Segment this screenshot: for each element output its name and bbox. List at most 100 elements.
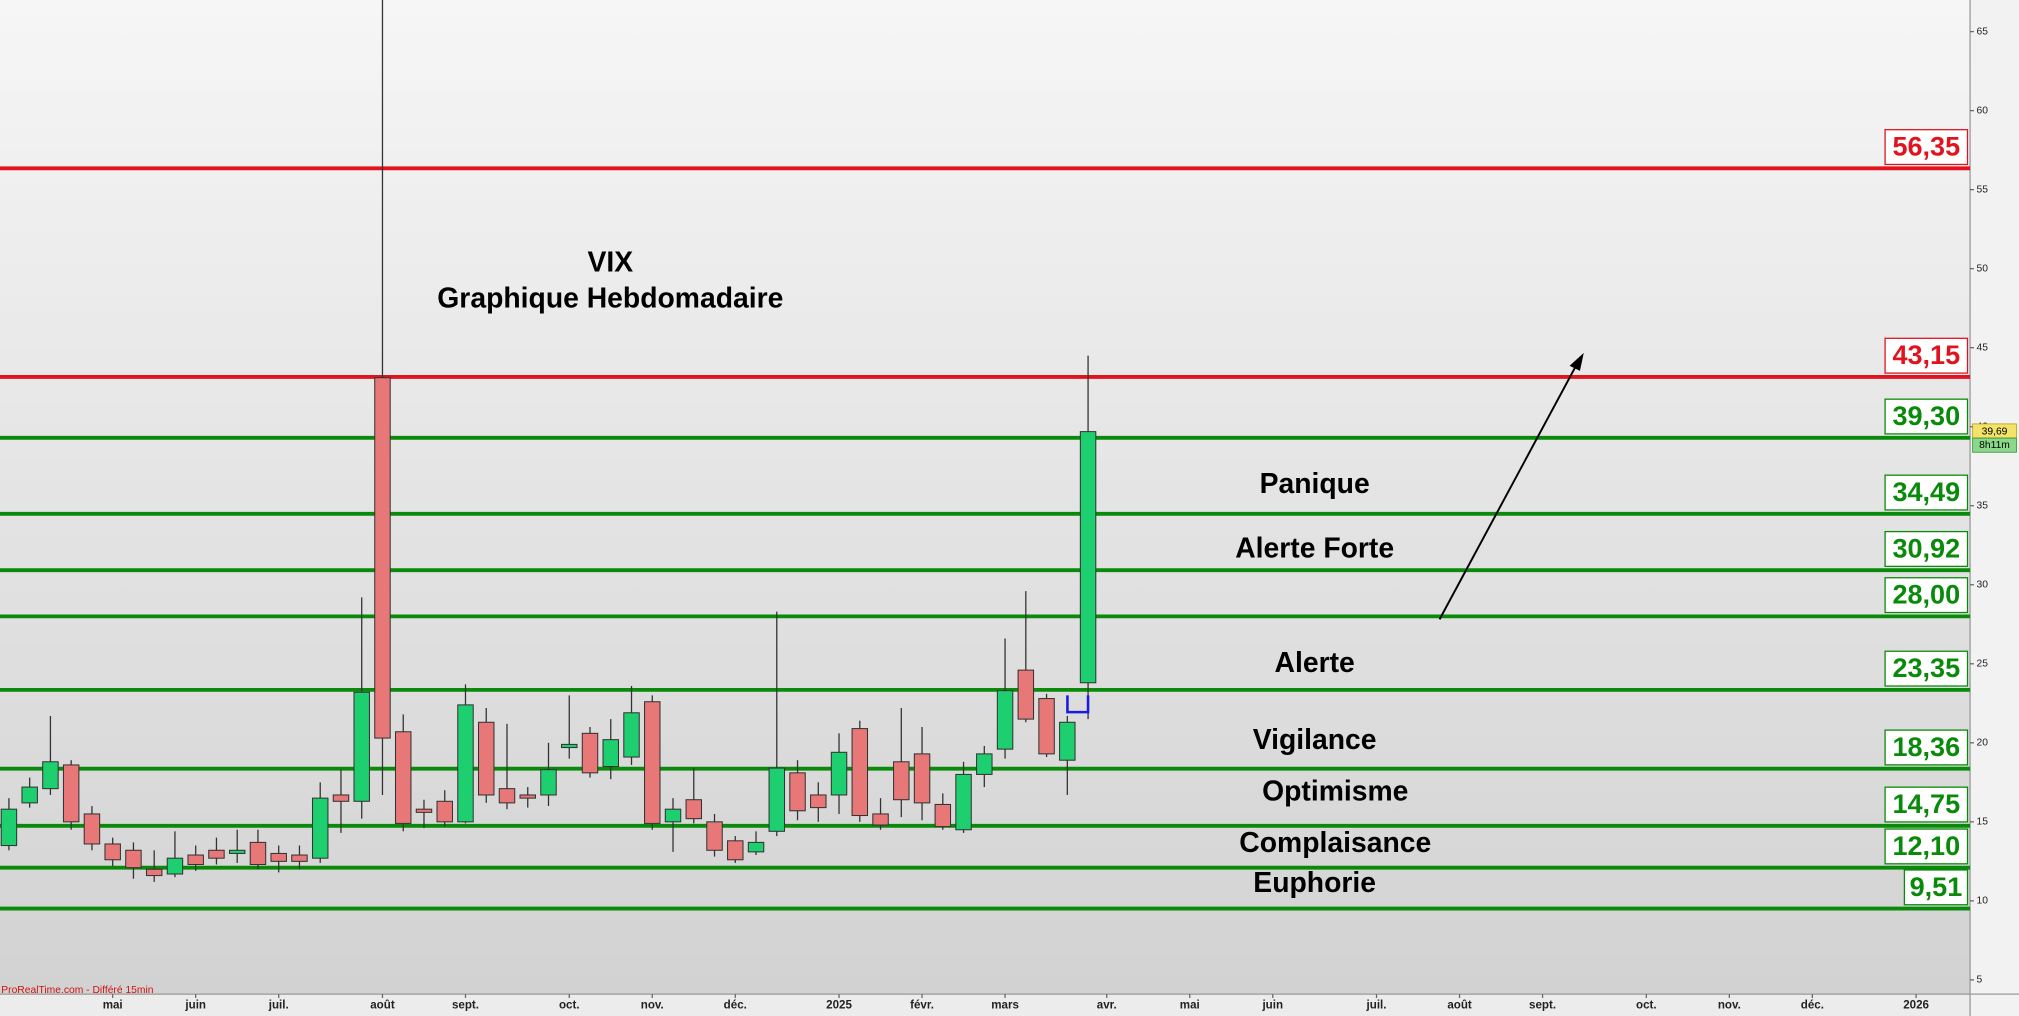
zone-label: Euphorie — [1253, 867, 1376, 899]
candle-body — [187, 854, 204, 866]
candle-body — [955, 773, 972, 831]
x-tick-label: août — [1447, 1000, 1472, 1012]
x-tick-label: 2025 — [826, 1000, 852, 1012]
candle-body — [311, 797, 329, 859]
candle-body — [934, 803, 952, 828]
candle-body — [249, 841, 267, 866]
y-tick-label: 15 — [1977, 817, 1989, 828]
candle-body — [747, 841, 765, 853]
chart-title: VIX — [588, 246, 634, 278]
candle-body — [872, 813, 889, 826]
candle-body — [768, 767, 786, 832]
timer-label: 8h11m — [1979, 440, 2010, 451]
candle-body — [810, 794, 827, 809]
level-label-box — [1884, 828, 1969, 865]
arrow-line — [1438, 365, 1577, 620]
candle-body — [706, 821, 723, 851]
candle-body — [166, 857, 184, 875]
candle-body — [415, 808, 433, 813]
x-tick-label: avr. — [1097, 1000, 1117, 1012]
y-tick-label: 5 — [1977, 975, 1983, 986]
level-label: 56,35 — [1892, 131, 1960, 161]
x-axis-area — [0, 994, 1971, 1016]
bracket-drawing — [1066, 695, 1090, 714]
level-label: 28,00 — [1892, 580, 1960, 610]
y-tick-label: 20 — [1977, 738, 1989, 749]
level-label-box — [1884, 530, 1969, 568]
candle-body — [623, 712, 640, 758]
candle-body — [62, 764, 80, 823]
y-tick-label: 60 — [1977, 105, 1989, 116]
level-label-box — [1884, 729, 1969, 766]
candle-body — [477, 721, 495, 796]
x-tick-label: 2026 — [1903, 1000, 1929, 1012]
x-tick-label: mars — [991, 1000, 1019, 1012]
chart-subtitle: Graphique Hebdomadaire — [437, 283, 783, 315]
zone-label: Alerte Forte — [1235, 532, 1394, 564]
zone-label: Panique — [1260, 468, 1370, 500]
level-label: 23,35 — [1892, 653, 1960, 683]
candle-body — [1017, 669, 1035, 720]
candle-body — [789, 772, 806, 812]
zone-label: Vigilance — [1253, 724, 1377, 756]
plot-background — [0, 0, 1971, 995]
level-label-box — [1884, 337, 1969, 374]
y-tick-label: 65 — [1977, 26, 1989, 37]
level-label: 39,30 — [1892, 401, 1960, 431]
candle-body — [727, 840, 744, 861]
candle-body — [519, 794, 536, 799]
x-tick-label: nov. — [641, 1000, 664, 1012]
candle-body — [830, 751, 848, 796]
x-tick-label: sept. — [1529, 1000, 1556, 1012]
candle-body — [394, 731, 412, 824]
level-label: 12,10 — [1892, 831, 1960, 861]
candle-body — [498, 788, 516, 804]
y-tick-label: 35 — [1977, 500, 1989, 511]
candle-body — [270, 852, 287, 862]
x-tick-label: nov. — [1718, 1000, 1741, 1012]
x-tick-label: sept. — [452, 1000, 479, 1012]
x-tick-label: oct. — [1636, 1000, 1657, 1012]
candle-body — [291, 854, 308, 862]
candle-body — [374, 377, 391, 739]
x-tick-label: mai — [1180, 1000, 1200, 1012]
candle-body — [581, 732, 599, 774]
level-label: 18,36 — [1892, 732, 1960, 762]
level-label-box — [1884, 398, 1969, 435]
level-label-box — [1884, 786, 1969, 823]
y-tick-label: 55 — [1977, 184, 1989, 195]
timer-box — [1972, 437, 2017, 453]
last-price-label: 39,69 — [1982, 426, 2008, 437]
level-label: 34,49 — [1892, 477, 1960, 507]
candle-body — [664, 808, 682, 823]
zone-label: Complaisance — [1239, 827, 1431, 859]
candle-body — [540, 769, 557, 796]
level-label-box — [1884, 650, 1969, 687]
x-tick-label: juil. — [268, 1000, 289, 1012]
candle-body — [913, 753, 931, 804]
candle-body — [145, 868, 163, 877]
y-axis-area — [1970, 0, 2019, 1016]
level-label: 30,92 — [1892, 533, 1960, 563]
candle-body — [602, 739, 619, 768]
candle-body — [125, 849, 142, 869]
candle-body — [42, 761, 59, 790]
candle-body — [353, 691, 370, 802]
level-label: 9,51 — [1910, 872, 1963, 902]
candle-body — [996, 690, 1014, 750]
candles — [0, 0, 1097, 882]
candle-body — [893, 761, 910, 801]
x-tick-label: févr. — [910, 1000, 934, 1012]
y-tick-label: 30 — [1977, 579, 1989, 590]
candle-body — [1079, 431, 1097, 684]
arrow-head — [1569, 352, 1584, 371]
level-label-box — [1884, 474, 1969, 511]
candle-body — [0, 808, 18, 847]
candle-body — [104, 843, 121, 861]
level-label-box — [1884, 577, 1969, 614]
candle-body — [208, 849, 225, 859]
candle-body — [457, 704, 474, 823]
candle-body — [685, 799, 703, 820]
candle-body — [1059, 721, 1076, 761]
